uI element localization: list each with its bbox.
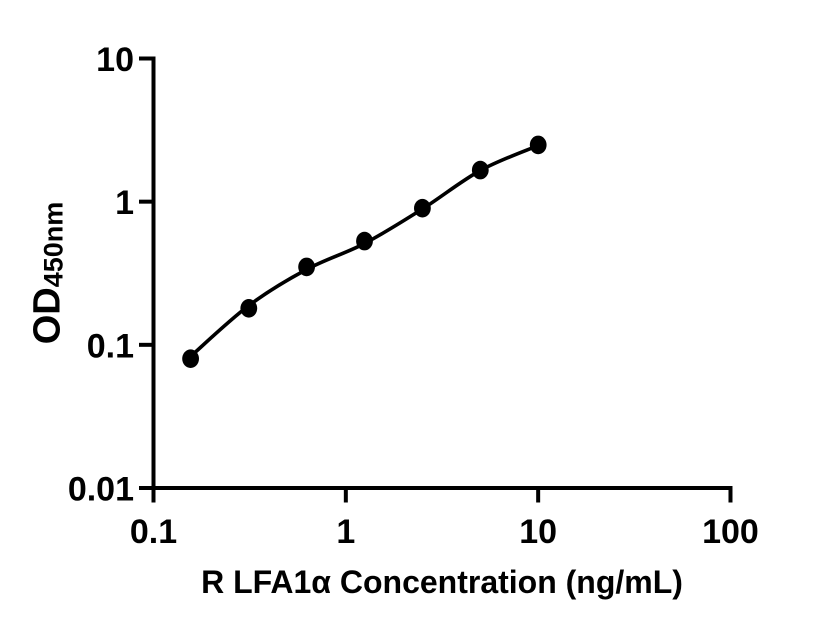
data-point — [471, 160, 489, 180]
y-axis-title-subscript: 450nm — [38, 201, 69, 288]
y-axis-title-text: OD450nm — [26, 201, 69, 345]
x-tick-label: 0.1 — [130, 513, 177, 551]
y-tick-label: 1 — [115, 184, 134, 222]
x-tick-label: 10 — [519, 513, 557, 551]
x-tick-label: 100 — [702, 513, 759, 551]
y-tick-label: 0.1 — [87, 327, 134, 365]
x-axis-title: R LFA1α Concentration (ng/mL) — [153, 566, 731, 598]
data-point — [298, 257, 315, 277]
axis-frame — [139, 56, 733, 503]
fit-curve — [188, 143, 540, 359]
y-tick-label: 0.01 — [68, 471, 134, 509]
x-tick-label: 1 — [336, 513, 355, 551]
data-point — [240, 299, 258, 318]
data-point — [356, 231, 373, 251]
data-point — [182, 349, 200, 369]
data-point — [529, 135, 547, 155]
y-tick-label: 10 — [96, 41, 134, 79]
y-axis-title-main: OD — [26, 287, 69, 345]
x-axis-title-text: R LFA1α Concentration (ng/mL) — [201, 564, 683, 600]
data-point — [414, 198, 431, 218]
